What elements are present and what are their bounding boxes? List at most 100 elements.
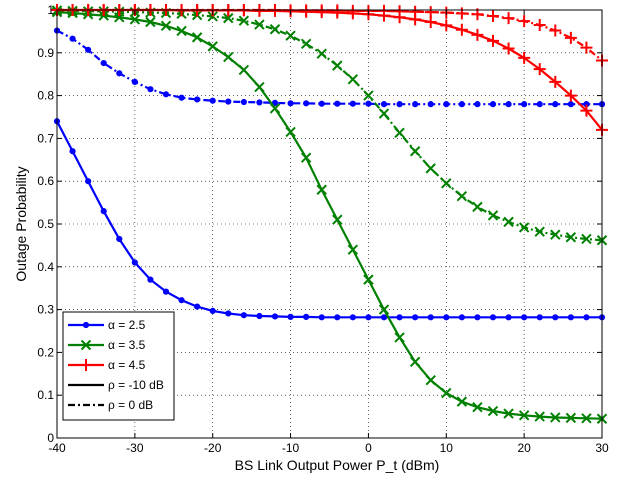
- y-tick-label: 0.8: [37, 89, 54, 103]
- data-point: [223, 51, 234, 63]
- data-point: [85, 178, 92, 185]
- data-point: [487, 405, 499, 417]
- data-point: [238, 15, 250, 26]
- data-point: [225, 310, 232, 317]
- data-point: [552, 314, 559, 321]
- data-point: [287, 100, 294, 107]
- data-point: [316, 184, 327, 195]
- data-point: [536, 101, 543, 108]
- x-tick-label: 20: [517, 441, 531, 455]
- legend-marker: [80, 339, 92, 351]
- legend-label: ρ = -10 dB: [108, 378, 164, 392]
- data-point: [131, 259, 138, 266]
- series-alpha-3_5-rho-minus10dB: [51, 6, 608, 424]
- data-point: [518, 410, 530, 421]
- data-point: [116, 235, 123, 243]
- data-point: [505, 314, 512, 321]
- data-point: [162, 288, 170, 295]
- y-axis-label: Outage Probability: [13, 166, 29, 281]
- data-point: [581, 233, 592, 245]
- legend-marker: [82, 321, 90, 329]
- x-tick-label: 30: [595, 441, 609, 455]
- x-tick-label: -10: [282, 441, 300, 455]
- y-tick-label: 0.2: [37, 345, 54, 359]
- x-tick-label: 0: [365, 441, 372, 455]
- data-point: [303, 313, 310, 320]
- data-point: [254, 81, 265, 93]
- data-point: [565, 232, 577, 243]
- legend: α = 2.5 α = 3.5 α = 4.5 ρ = -10 dB ρ = 0 dB: [62, 311, 175, 421]
- data-point: [178, 94, 185, 101]
- y-tick-label: 1: [47, 3, 54, 17]
- data-point: [194, 303, 201, 310]
- data-point: [425, 375, 436, 386]
- data-point: [378, 304, 390, 315]
- data-point: [162, 91, 170, 98]
- data-point: [536, 314, 543, 321]
- data-point: [474, 101, 481, 108]
- x-tick-label: -30: [126, 441, 144, 455]
- data-point: [412, 314, 419, 321]
- data-point: [69, 148, 76, 155]
- data-point: [489, 314, 497, 321]
- data-point: [412, 101, 419, 108]
- legend-label: ρ = 0 dB: [108, 398, 153, 412]
- data-point: [225, 98, 232, 105]
- data-point: [316, 48, 327, 59]
- data-point: [380, 101, 388, 108]
- data-point: [363, 274, 374, 285]
- data-point: [474, 314, 481, 321]
- data-point: [365, 100, 372, 107]
- data-point: [380, 314, 388, 321]
- data-point: [116, 70, 123, 77]
- data-point: [271, 99, 279, 106]
- data-point: [441, 178, 452, 189]
- data-point: [131, 78, 138, 86]
- data-point: [334, 314, 341, 321]
- data-point: [567, 314, 574, 321]
- data-point: [458, 101, 465, 108]
- data-point: [425, 163, 436, 174]
- data-point: [254, 19, 265, 30]
- legend-label: α = 3.5: [108, 338, 146, 352]
- data-point: [332, 214, 343, 225]
- x-axis-label: BS Link Output Power P_t (dBm): [235, 457, 440, 473]
- data-point: [487, 9, 499, 22]
- y-tick-label: 0: [47, 431, 54, 445]
- data-point: [583, 314, 590, 321]
- data-point: [393, 5, 406, 18]
- data-point: [349, 100, 356, 107]
- data-point: [487, 34, 499, 47]
- data-point: [472, 401, 483, 413]
- y-tick-label: 0.5: [37, 217, 54, 231]
- data-point: [256, 312, 263, 320]
- legend-item-1: α = 3.5: [68, 338, 146, 352]
- data-point: [518, 15, 531, 28]
- data-point: [240, 312, 247, 319]
- data-point: [300, 152, 312, 163]
- data-point: [581, 413, 592, 424]
- data-point: [207, 41, 218, 52]
- data-point: [567, 101, 574, 108]
- data-point: [502, 12, 515, 25]
- legend-item-3: ρ = -10 dB: [68, 378, 164, 392]
- y-tick-label: 0.9: [37, 46, 54, 60]
- legend-label: α = 2.5: [108, 318, 146, 332]
- data-point: [269, 103, 281, 114]
- data-point: [100, 59, 107, 67]
- data-point: [349, 314, 356, 321]
- data-point: [85, 46, 92, 53]
- data-point: [394, 332, 405, 343]
- data-point: [238, 64, 250, 76]
- data-point: [549, 75, 562, 88]
- data-point: [100, 208, 107, 215]
- grid: [57, 10, 602, 438]
- data-point: [549, 24, 562, 37]
- data-point: [503, 408, 514, 419]
- x-tick-label: -20: [204, 441, 222, 455]
- y-tick-label: 0.1: [37, 388, 54, 402]
- data-point: [518, 51, 531, 64]
- data-point: [456, 190, 468, 202]
- data-point: [472, 201, 483, 213]
